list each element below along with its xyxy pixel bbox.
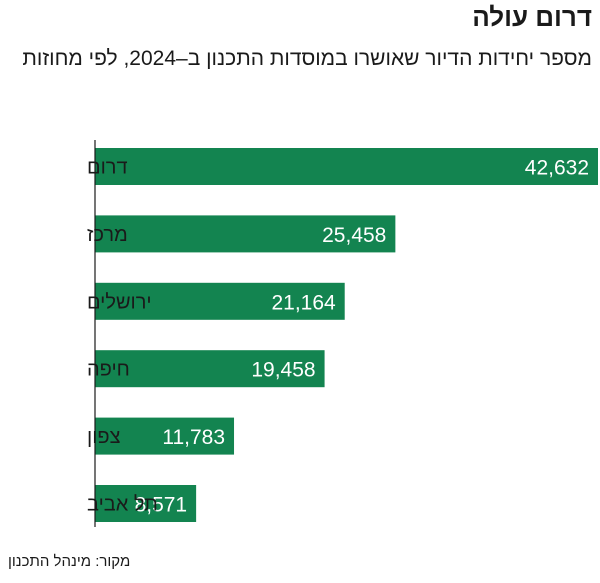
category-label: מרכז bbox=[87, 224, 128, 246]
bar bbox=[95, 350, 325, 388]
bar-value-label: 21,164 bbox=[271, 291, 336, 314]
source-note: מקור: מינהל התכנון bbox=[8, 553, 131, 570]
category-label: צפון bbox=[87, 426, 121, 448]
category-label: חיפה bbox=[87, 359, 130, 381]
chart-title: דרום עולה bbox=[472, 2, 592, 32]
category-label: דרום bbox=[87, 157, 128, 179]
bar-value-label: 25,458 bbox=[322, 224, 386, 247]
bar bbox=[95, 215, 396, 253]
bar-value-label: 8,571 bbox=[135, 494, 188, 517]
bar bbox=[95, 282, 345, 320]
bars-layer: 42,632 דרום 25,458 מרכז 21,164 ירושלים 19,458 ח… bbox=[87, 148, 598, 522]
chart-subtitle: מספר יחידות הדיור שאושרו במוסדות התכנון … bbox=[22, 47, 592, 70]
bar-value-label: 11,783 bbox=[162, 426, 225, 449]
bar bbox=[95, 417, 235, 455]
bar bbox=[95, 148, 598, 185]
bar-value-label: 42,632 bbox=[525, 157, 589, 180]
bar bbox=[95, 485, 197, 522]
category-label: ירושלים bbox=[87, 291, 152, 313]
bar-value-label: 19,458 bbox=[251, 359, 315, 382]
category-label: תל אביב bbox=[87, 494, 158, 516]
